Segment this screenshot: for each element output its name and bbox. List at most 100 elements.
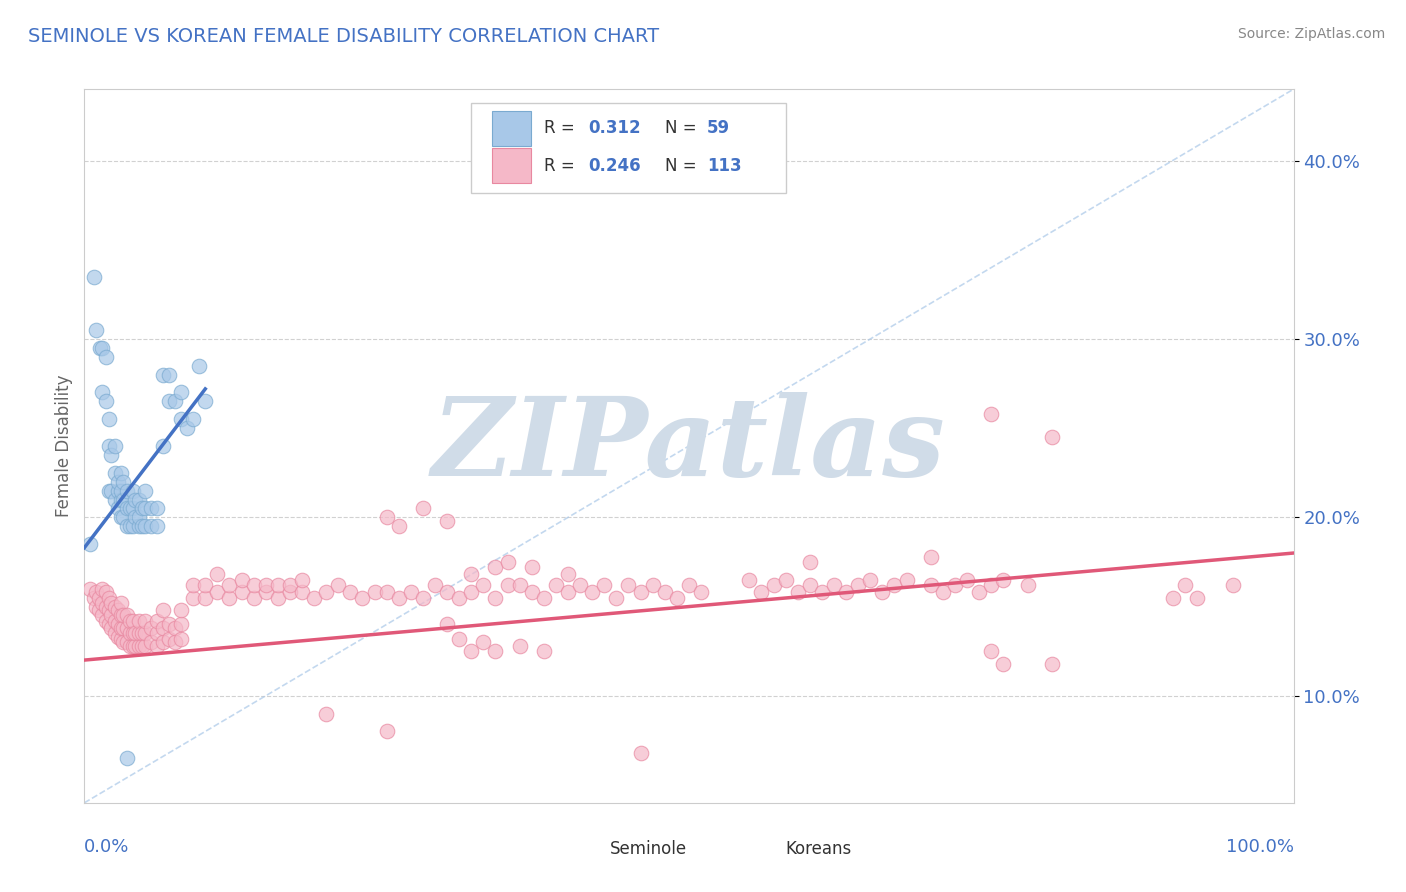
- Point: [460, 567, 482, 582]
- Point: [115, 519, 138, 533]
- Point: [254, 585, 277, 599]
- Point: [100, 483, 122, 498]
- Point: [112, 475, 135, 489]
- Point: [146, 614, 169, 628]
- Point: [859, 573, 882, 587]
- Point: [678, 578, 700, 592]
- Point: [112, 492, 135, 507]
- Point: [254, 578, 277, 592]
- Point: [654, 585, 676, 599]
- Point: [146, 639, 169, 653]
- Point: [593, 578, 616, 592]
- Point: [520, 560, 543, 574]
- Point: [165, 621, 187, 635]
- Point: [1040, 657, 1063, 671]
- Text: N =: N =: [665, 157, 702, 175]
- Text: R =: R =: [544, 157, 579, 175]
- Point: [176, 421, 198, 435]
- Point: [194, 394, 217, 409]
- Point: [91, 596, 114, 610]
- Point: [194, 591, 217, 605]
- Point: [152, 603, 174, 617]
- Point: [107, 475, 129, 489]
- Point: [557, 567, 579, 582]
- Point: [121, 639, 143, 653]
- FancyBboxPatch shape: [568, 837, 602, 865]
- Point: [375, 585, 398, 599]
- Point: [302, 591, 325, 605]
- FancyBboxPatch shape: [744, 837, 778, 865]
- Point: [107, 630, 129, 644]
- Point: [112, 621, 135, 635]
- Point: [375, 724, 398, 739]
- Point: [630, 585, 652, 599]
- Point: [412, 591, 434, 605]
- Point: [97, 617, 120, 632]
- Point: [97, 591, 120, 605]
- Point: [146, 519, 169, 533]
- Point: [352, 591, 374, 605]
- Point: [97, 439, 120, 453]
- Point: [152, 439, 174, 453]
- Point: [242, 578, 264, 592]
- Text: 0.312: 0.312: [589, 120, 641, 137]
- Point: [423, 578, 446, 592]
- Text: ZIPatlas: ZIPatlas: [432, 392, 946, 500]
- Point: [267, 578, 290, 592]
- Point: [449, 591, 471, 605]
- Point: [339, 585, 361, 599]
- Point: [128, 614, 150, 628]
- Point: [115, 608, 138, 623]
- Point: [100, 596, 122, 610]
- Point: [509, 578, 531, 592]
- Point: [157, 632, 180, 646]
- Point: [134, 626, 156, 640]
- Point: [533, 644, 555, 658]
- Point: [835, 585, 858, 599]
- Point: [231, 573, 253, 587]
- Point: [128, 492, 150, 507]
- Point: [152, 368, 174, 382]
- Point: [872, 585, 894, 599]
- Text: Koreans: Koreans: [786, 840, 852, 858]
- Point: [91, 385, 114, 400]
- Text: SEMINOLE VS KOREAN FEMALE DISABILITY CORRELATION CHART: SEMINOLE VS KOREAN FEMALE DISABILITY COR…: [28, 27, 659, 45]
- Point: [509, 639, 531, 653]
- Text: 113: 113: [707, 157, 742, 175]
- Point: [115, 751, 138, 765]
- Point: [87, 603, 110, 617]
- Point: [86, 599, 108, 614]
- Point: [115, 483, 138, 498]
- Point: [218, 578, 240, 592]
- Point: [544, 578, 567, 592]
- Point: [388, 591, 411, 605]
- Point: [157, 368, 180, 382]
- Point: [134, 639, 156, 653]
- Point: [460, 644, 482, 658]
- Point: [181, 578, 204, 592]
- Text: R =: R =: [544, 120, 579, 137]
- Point: [231, 585, 253, 599]
- Point: [139, 501, 162, 516]
- Point: [242, 591, 264, 605]
- Point: [207, 585, 229, 599]
- Point: [139, 635, 162, 649]
- Point: [194, 578, 217, 592]
- Point: [94, 599, 117, 614]
- Point: [134, 501, 156, 516]
- Point: [91, 608, 114, 623]
- Point: [121, 626, 143, 640]
- Point: [120, 501, 142, 516]
- Point: [124, 639, 146, 653]
- Point: [131, 519, 153, 533]
- Point: [388, 519, 411, 533]
- Point: [170, 617, 193, 632]
- Point: [267, 591, 290, 605]
- Point: [107, 501, 129, 516]
- Point: [799, 578, 821, 592]
- Point: [920, 578, 942, 592]
- Point: [100, 621, 122, 635]
- Point: [152, 621, 174, 635]
- Point: [86, 323, 108, 337]
- Point: [134, 519, 156, 533]
